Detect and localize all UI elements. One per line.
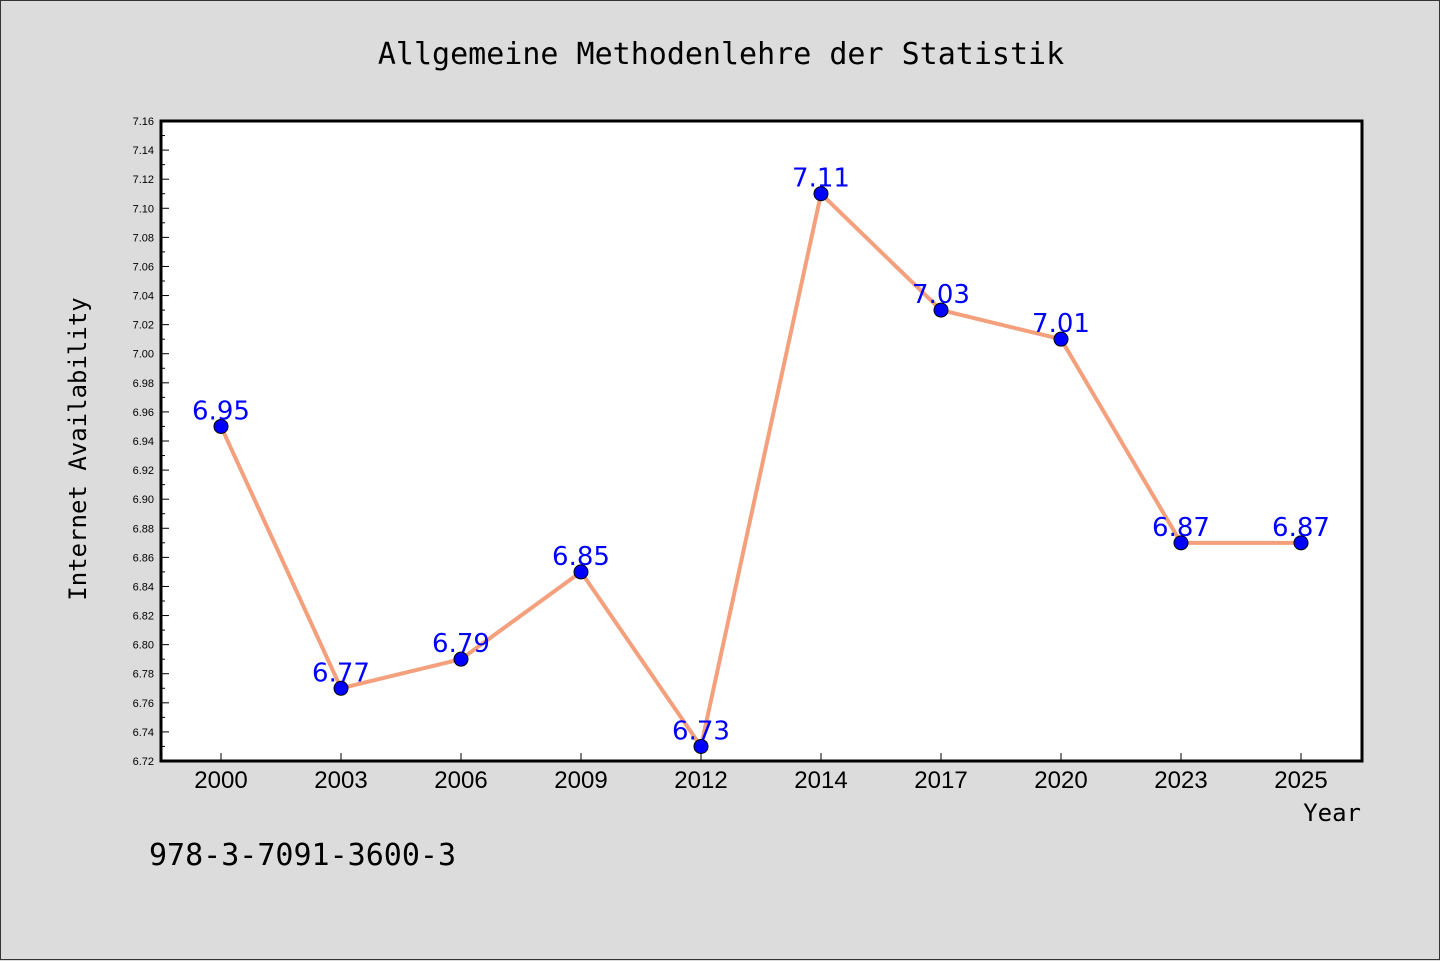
y-tick-label: 7.12 bbox=[133, 174, 154, 186]
data-label: 7.11 bbox=[792, 164, 850, 194]
data-label: 6.87 bbox=[1152, 513, 1210, 543]
data-point bbox=[333, 680, 349, 696]
y-tick-label: 6.94 bbox=[133, 436, 154, 448]
y-tick-label: 6.88 bbox=[133, 523, 154, 535]
y-tick-label: 6.72 bbox=[133, 756, 154, 768]
x-axis: 2000 2003 2006 2009 2012 2014 2017 2020 2023 2025 bbox=[194, 753, 1328, 794]
data-label: 6.95 bbox=[192, 396, 250, 426]
y-tick-label: 6.82 bbox=[133, 611, 154, 623]
series-points-group bbox=[213, 186, 1309, 754]
y-tick-label: 6.92 bbox=[133, 465, 154, 477]
data-point bbox=[453, 651, 469, 667]
data-point bbox=[693, 738, 709, 754]
y-tick-label: 6.80 bbox=[133, 640, 154, 652]
x-tick-label: 2006 bbox=[434, 767, 487, 794]
y-tick-label: 6.74 bbox=[133, 727, 154, 739]
y-tick-label: 6.84 bbox=[133, 581, 154, 593]
y-tick-label: 6.98 bbox=[133, 378, 154, 390]
chart-title: Allgemeine Methodenlehre der Statistik bbox=[378, 37, 1064, 72]
data-label: 7.01 bbox=[1032, 309, 1090, 339]
data-labels-group: 6.95 6.77 6.79 6.85 6.73 7.11 7.03 7.01 6.87 6.87 bbox=[192, 164, 1330, 747]
data-point bbox=[213, 418, 229, 434]
y-tick-label: 7.14 bbox=[133, 145, 154, 157]
isbn-footer: 978-3-7091-3600-3 bbox=[149, 838, 456, 873]
y-tick-label: 7.02 bbox=[133, 320, 154, 332]
y-tick-label: 7.04 bbox=[133, 291, 154, 303]
data-label: 6.77 bbox=[312, 658, 370, 688]
data-label: 7.03 bbox=[912, 280, 970, 310]
y-tick-label: 6.90 bbox=[133, 494, 154, 506]
x-tick-label: 2020 bbox=[1034, 767, 1087, 794]
data-label: 6.73 bbox=[672, 716, 730, 746]
y-tick-label: 6.96 bbox=[133, 407, 154, 419]
data-point bbox=[813, 186, 829, 202]
y-tick-label: 6.86 bbox=[133, 552, 154, 564]
y-axis-label: Internet Availability bbox=[64, 297, 92, 600]
x-tick-label: 2025 bbox=[1274, 767, 1327, 794]
x-tick-label: 2023 bbox=[1154, 767, 1207, 794]
y-tick-label: 7.06 bbox=[133, 261, 154, 273]
x-tick-label: 2014 bbox=[794, 767, 847, 794]
data-point bbox=[933, 302, 949, 318]
data-label: 6.87 bbox=[1272, 513, 1330, 543]
plot-area bbox=[159, 119, 1364, 763]
x-tick-label: 2009 bbox=[554, 767, 607, 794]
x-tick-label: 2017 bbox=[914, 767, 967, 794]
x-tick-label: 2000 bbox=[194, 767, 247, 794]
y-tick-label: 7.10 bbox=[133, 203, 154, 215]
y-tick-label: 6.76 bbox=[133, 698, 154, 710]
y-tick-label: 6.78 bbox=[133, 669, 154, 681]
data-point bbox=[1053, 331, 1069, 347]
data-point bbox=[1293, 535, 1309, 551]
x-axis-label: Year bbox=[1303, 799, 1361, 827]
y-axis: 6.72 6.74 6.76 6.78 6.80 6.82 6.84 6.86 6.88 6.90… bbox=[133, 116, 169, 768]
data-label: 6.79 bbox=[432, 629, 490, 659]
x-tick-label: 2012 bbox=[674, 767, 727, 794]
x-tick-label: 2003 bbox=[314, 767, 367, 794]
series-line-group bbox=[219, 191, 1301, 749]
data-point bbox=[573, 564, 589, 580]
data-label: 6.85 bbox=[552, 542, 610, 572]
y-tick-label: 7.00 bbox=[133, 349, 154, 361]
series-line bbox=[219, 191, 1301, 749]
data-point bbox=[1173, 535, 1189, 551]
y-tick-label: 7.08 bbox=[133, 232, 154, 244]
y-tick-label: 7.16 bbox=[133, 116, 154, 128]
